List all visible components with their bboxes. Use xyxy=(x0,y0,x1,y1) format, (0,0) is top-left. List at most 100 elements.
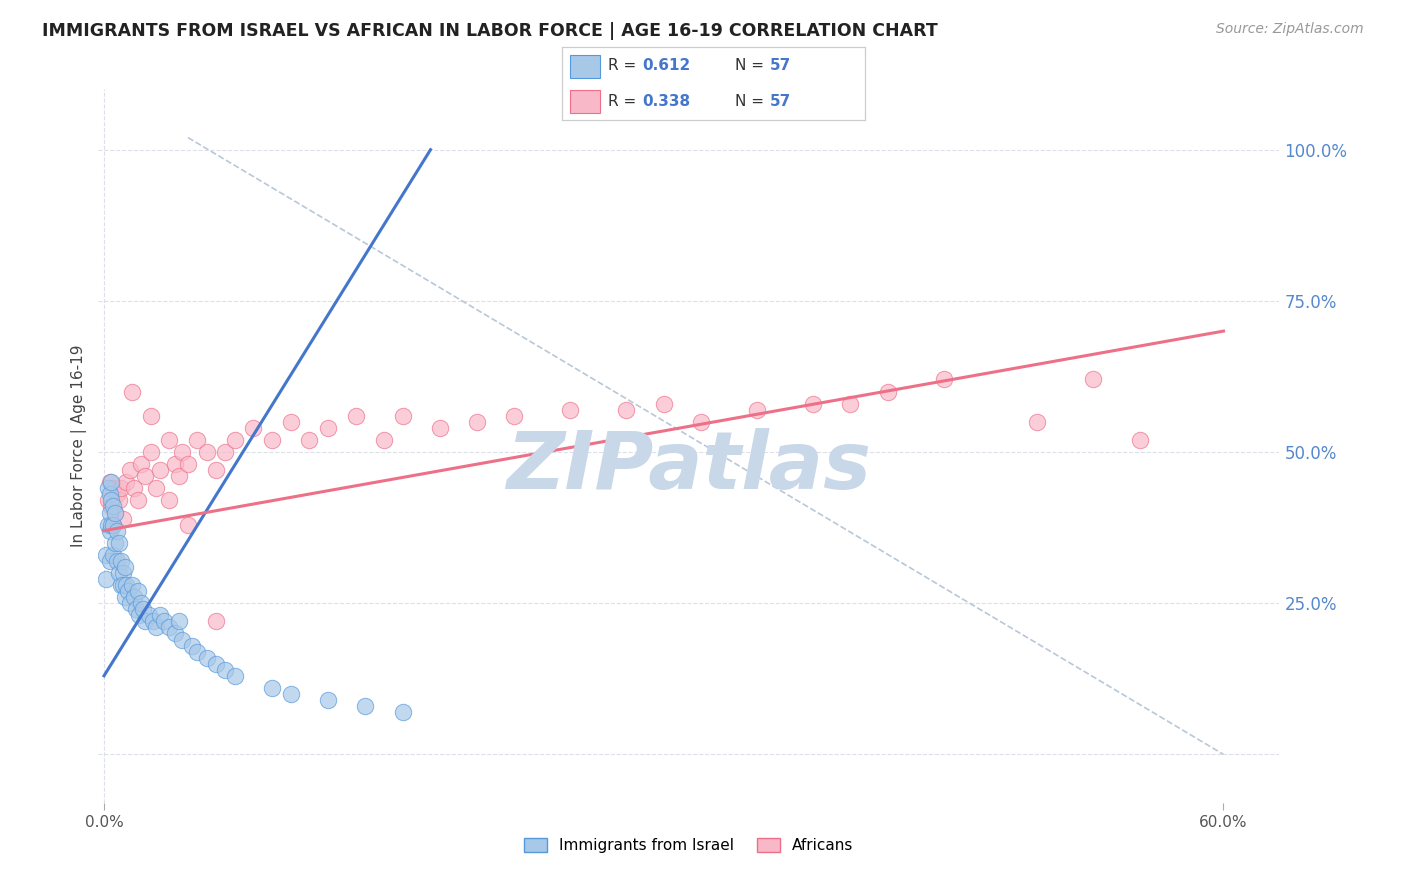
Point xyxy=(114,590,136,604)
Point xyxy=(391,705,413,719)
Point xyxy=(104,506,127,520)
Point xyxy=(316,421,339,435)
Point xyxy=(172,632,194,647)
Point xyxy=(108,535,131,549)
Point xyxy=(141,615,163,629)
Point xyxy=(876,384,898,399)
Point xyxy=(97,493,120,508)
Point xyxy=(214,663,236,677)
Point xyxy=(103,500,125,514)
Point xyxy=(344,409,367,423)
Point xyxy=(100,517,122,532)
Y-axis label: In Labor Force | Age 16-19: In Labor Force | Age 16-19 xyxy=(72,344,87,548)
Point xyxy=(117,584,139,599)
Point xyxy=(115,578,138,592)
Point xyxy=(115,475,138,490)
Point xyxy=(149,608,172,623)
Point xyxy=(103,481,125,495)
Point xyxy=(260,433,283,447)
Point xyxy=(121,578,143,592)
Point xyxy=(205,615,228,629)
Point xyxy=(298,433,321,447)
Point xyxy=(465,415,488,429)
Text: IMMIGRANTS FROM ISRAEL VS AFRICAN IN LABOR FORCE | AGE 16-19 CORRELATION CHART: IMMIGRANTS FROM ISRAEL VS AFRICAN IN LAB… xyxy=(42,22,938,40)
Point xyxy=(108,493,131,508)
Point xyxy=(186,645,208,659)
Point xyxy=(354,699,377,714)
Point xyxy=(205,657,228,671)
Point xyxy=(163,457,186,471)
Point xyxy=(167,469,190,483)
Point xyxy=(429,421,451,435)
Point xyxy=(98,475,121,490)
Point xyxy=(98,506,121,520)
Point xyxy=(120,463,142,477)
Text: Source: ZipAtlas.com: Source: ZipAtlas.com xyxy=(1216,22,1364,37)
Point xyxy=(127,584,149,599)
Point xyxy=(111,578,134,592)
Point xyxy=(224,669,246,683)
Point xyxy=(224,433,246,447)
Point xyxy=(105,487,128,501)
Point xyxy=(94,572,117,586)
Text: ZIPatlas: ZIPatlas xyxy=(506,428,872,507)
Point xyxy=(110,481,132,495)
Text: 0.612: 0.612 xyxy=(643,59,690,73)
Point xyxy=(690,415,713,429)
Point xyxy=(195,445,218,459)
Point xyxy=(172,445,194,459)
Point xyxy=(128,608,150,623)
Text: N =: N = xyxy=(735,94,769,109)
Point xyxy=(132,602,155,616)
Point xyxy=(103,548,125,562)
Point xyxy=(242,421,264,435)
Point xyxy=(157,433,180,447)
Bar xyxy=(569,90,600,113)
Point xyxy=(103,517,125,532)
Point xyxy=(932,372,955,386)
Point xyxy=(391,409,413,423)
Point xyxy=(105,554,128,568)
Bar xyxy=(569,54,600,78)
Point xyxy=(108,566,131,580)
Point xyxy=(110,578,132,592)
Text: R =: R = xyxy=(607,59,641,73)
Point xyxy=(163,626,186,640)
Point xyxy=(100,493,122,508)
Point xyxy=(373,433,395,447)
Text: 57: 57 xyxy=(769,94,790,109)
Point xyxy=(801,397,824,411)
Point xyxy=(145,620,167,634)
Point xyxy=(131,457,153,471)
Point xyxy=(652,397,675,411)
Point xyxy=(214,445,236,459)
Point xyxy=(745,402,768,417)
Point xyxy=(131,596,153,610)
Point xyxy=(180,639,202,653)
Point xyxy=(260,681,283,695)
Point xyxy=(503,409,526,423)
Text: 57: 57 xyxy=(769,59,790,73)
Point xyxy=(110,554,132,568)
Point xyxy=(100,500,122,514)
Point xyxy=(186,433,208,447)
Point xyxy=(316,693,339,707)
Point xyxy=(149,463,172,477)
Point xyxy=(100,475,122,490)
Text: R =: R = xyxy=(607,94,641,109)
Point xyxy=(122,590,145,604)
Point xyxy=(94,548,117,562)
Point xyxy=(138,608,160,623)
Point xyxy=(1128,433,1150,447)
Point xyxy=(139,445,162,459)
Point xyxy=(167,615,190,629)
Point xyxy=(145,481,167,495)
Point xyxy=(177,517,200,532)
Point xyxy=(139,409,162,423)
Point xyxy=(134,469,156,483)
Point xyxy=(125,602,148,616)
Point xyxy=(104,506,127,520)
Point xyxy=(205,463,228,477)
Point xyxy=(1081,372,1104,386)
Point xyxy=(127,493,149,508)
